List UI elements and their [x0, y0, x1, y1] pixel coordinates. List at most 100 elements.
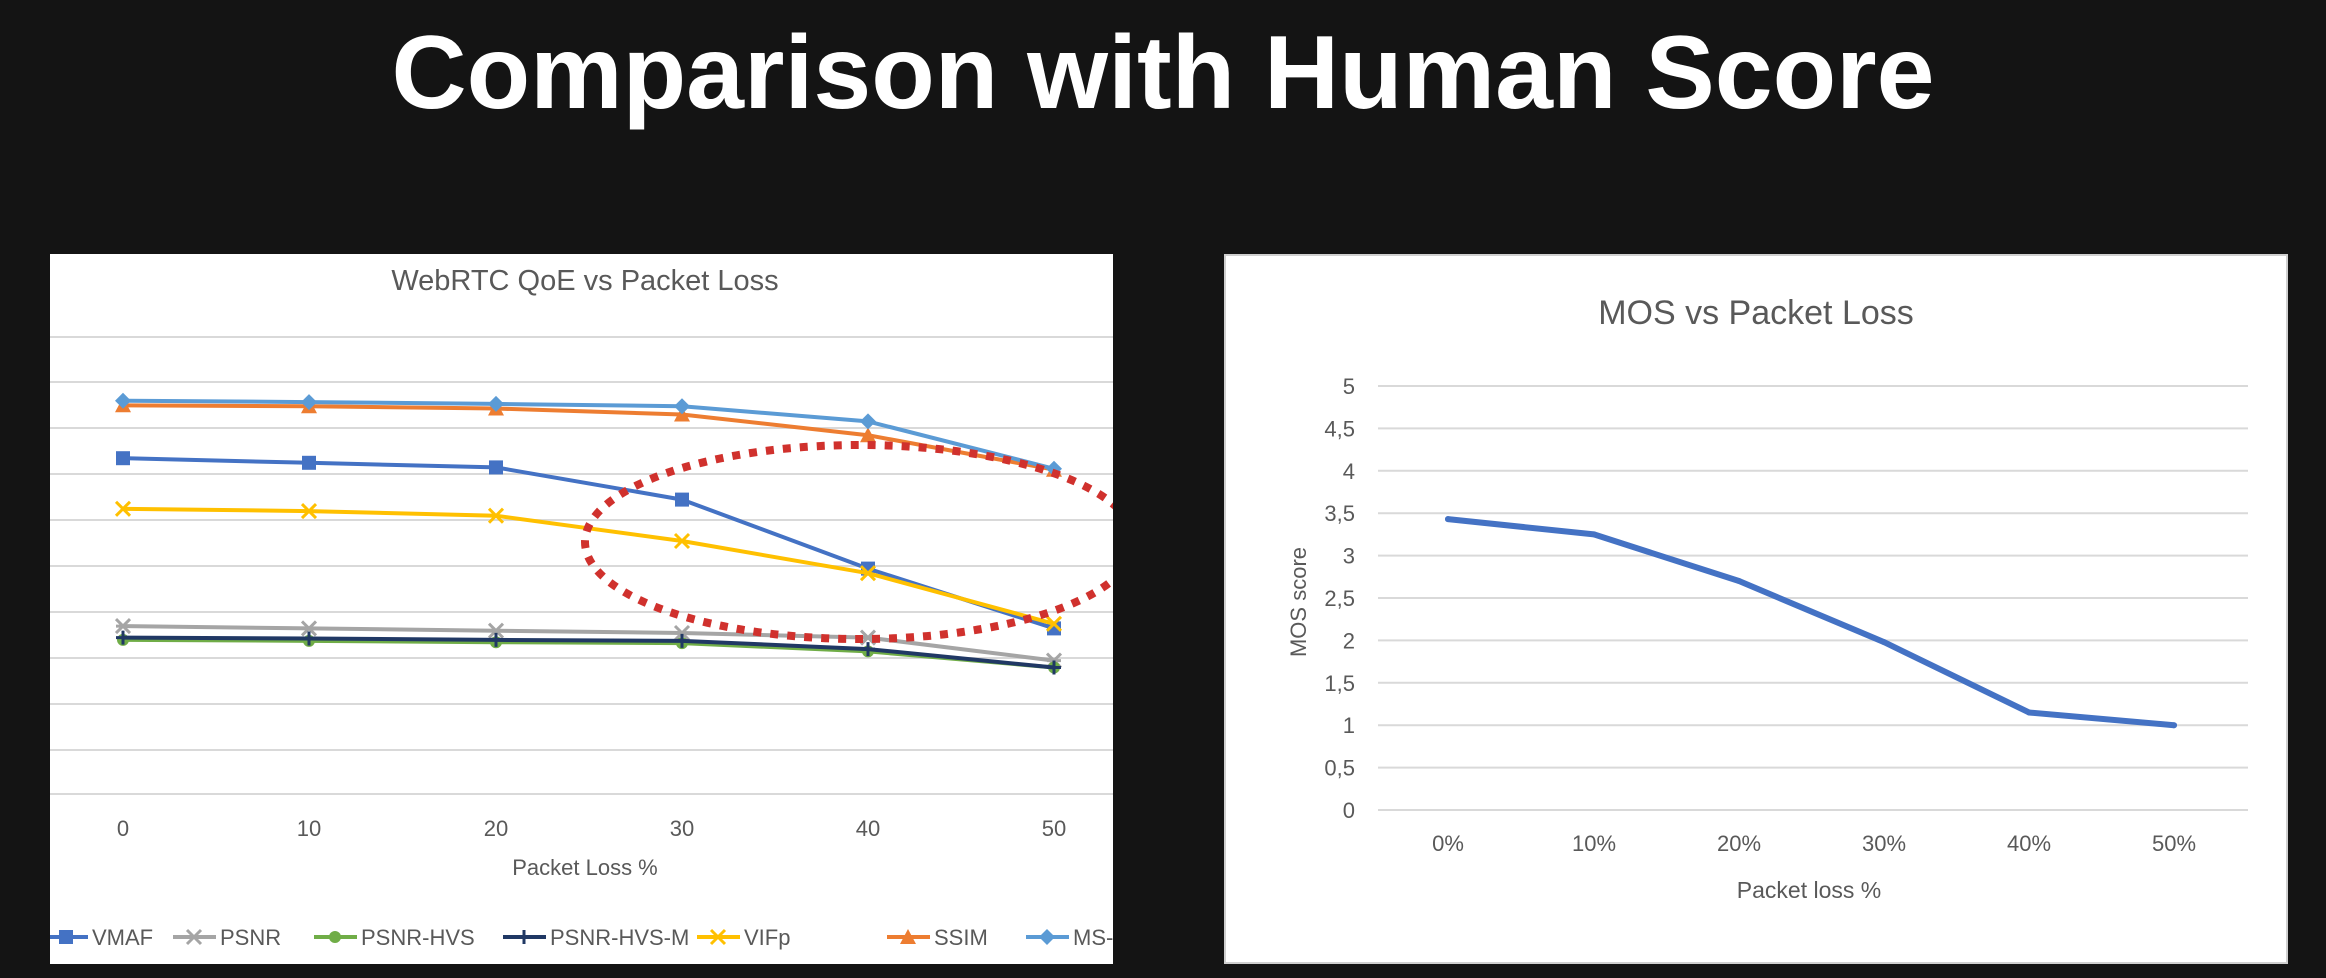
series-line [122, 398, 1055, 471]
mos-line [1445, 516, 2177, 729]
data-point [115, 392, 131, 409]
series-line [122, 624, 1055, 663]
data-point [487, 507, 505, 524]
data-point [300, 620, 318, 637]
x-tick-label: 40% [2007, 831, 2051, 856]
legend-item: SSIM [887, 925, 988, 950]
x-tick-labels: 0% 10% 20% 30% 40% 50% [1432, 831, 2196, 856]
data-point [1445, 516, 1451, 523]
data-point [675, 633, 689, 648]
x-tick-labels: 0 10 20 30 40 50 [117, 816, 1066, 841]
slide-title: Comparison with Human Score [391, 15, 1935, 131]
legend-item: MS-SS [1026, 925, 1113, 950]
legend-item: VIFp [697, 925, 790, 950]
webrtc-qoe-chart-panel: WebRTC QoE vs Packet Loss 0 10 20 30 40 50 Pa… [50, 254, 1113, 964]
series-psnr-hvs-m [116, 630, 1061, 675]
data-point [116, 630, 130, 645]
data-point [489, 632, 503, 647]
y-tick-label: 4,5 [1324, 416, 1355, 441]
legend: VMAF PSNR PSNR-HVS PSNR-HVS-M VIFp SSIM MS-SS [50, 925, 1113, 950]
legend-label: MS-SS [1073, 925, 1113, 950]
legend-item: PSNR-HVS [314, 925, 475, 950]
series-lines [1445, 516, 2177, 729]
data-point [302, 455, 316, 470]
x-tick-label: 20 [484, 816, 508, 841]
legend-marker [329, 931, 341, 943]
legend-label: VMAF [92, 925, 153, 950]
data-point [114, 618, 132, 635]
legend-marker [185, 928, 203, 946]
data-point [489, 460, 503, 475]
data-point [1881, 639, 1887, 646]
data-point [114, 500, 132, 517]
series-lines [114, 392, 1063, 675]
legend-marker [1039, 929, 1055, 945]
x-tick-label: 0 [117, 816, 129, 841]
legend-item: VMAF [50, 925, 153, 950]
data-point [2171, 722, 2177, 729]
legend-marker [709, 928, 727, 946]
legend-item: PSNR-HVS-M [503, 925, 689, 950]
data-point [2026, 709, 2032, 716]
y-tick-label: 2,5 [1324, 586, 1355, 611]
x-tick-label: 30% [1862, 831, 1906, 856]
highlight-ellipse [581, 441, 1113, 643]
legend-label: SSIM [934, 925, 988, 950]
legend-label: PSNR-HVS-M [550, 925, 689, 950]
y-tick-labels: 0 0,5 1 1,5 2 2,5 3 3,5 4 4,5 5 [1324, 374, 1355, 823]
data-point [302, 631, 316, 646]
x-tick-label: 10% [1572, 831, 1616, 856]
x-axis-label: Packet Loss % [512, 855, 658, 880]
x-axis-label: Packet loss % [1737, 877, 1881, 903]
x-tick-label: 50 [1042, 816, 1066, 841]
y-tick-label: 0,5 [1324, 756, 1355, 781]
legend-label: PSNR-HVS [361, 925, 475, 950]
y-tick-label: 0 [1343, 798, 1355, 823]
x-tick-label: 0% [1432, 831, 1464, 856]
y-tick-label: 2 [1343, 628, 1355, 653]
series-vmaf [116, 451, 1061, 636]
mos-chart: MOS vs Packet Loss 0 0,5 1 1,5 2 2,5 3 3,5 4 4,5 5… [1286, 294, 2248, 903]
data-point [300, 503, 318, 520]
data-point [859, 565, 877, 582]
x-tick-label: 30 [670, 816, 694, 841]
data-point [1591, 531, 1597, 538]
chart-title: WebRTC QoE vs Packet Loss [391, 265, 778, 297]
legend-label: VIFp [744, 925, 790, 950]
series-line [122, 456, 1055, 631]
y-tick-label: 4 [1343, 459, 1355, 484]
legend-label: PSNR [220, 925, 281, 950]
data-point [675, 492, 689, 507]
x-tick-label: 40 [856, 816, 880, 841]
series-line [122, 403, 1055, 472]
x-tick-label: 50% [2152, 831, 2196, 856]
data-point [1045, 615, 1063, 632]
series-ssim [115, 397, 1062, 477]
data-point [1047, 660, 1061, 675]
data-point [1736, 578, 1742, 585]
gridlines [50, 336, 1113, 795]
y-tick-label: 1 [1343, 713, 1355, 738]
data-point [860, 413, 876, 430]
data-point [861, 642, 875, 657]
data-point [488, 395, 504, 412]
series-line [122, 635, 1055, 670]
data-point [674, 398, 690, 415]
data-point [673, 532, 691, 550]
mos-chart-panel: MOS vs Packet Loss 0 0,5 1 1,5 2 2,5 3 3,5 4 4,5 5… [1224, 254, 2288, 964]
legend-item: PSNR [173, 925, 281, 950]
y-tick-label: 1,5 [1324, 671, 1355, 696]
data-point [673, 624, 691, 642]
chart-title: MOS vs Packet Loss [1598, 294, 1914, 332]
y-axis-label: MOS score [1286, 547, 1311, 657]
legend-marker [59, 930, 73, 944]
legend-marker [517, 930, 531, 944]
y-tick-label: 3,5 [1324, 501, 1355, 526]
legend-marker [900, 929, 916, 944]
data-point [860, 427, 876, 443]
data-point [487, 622, 505, 639]
data-point [116, 451, 130, 466]
gridlines [1378, 385, 2248, 811]
y-tick-label: 3 [1343, 544, 1355, 569]
webrtc-qoe-chart: WebRTC QoE vs Packet Loss 0 10 20 30 40 50 Pa… [50, 265, 1113, 950]
